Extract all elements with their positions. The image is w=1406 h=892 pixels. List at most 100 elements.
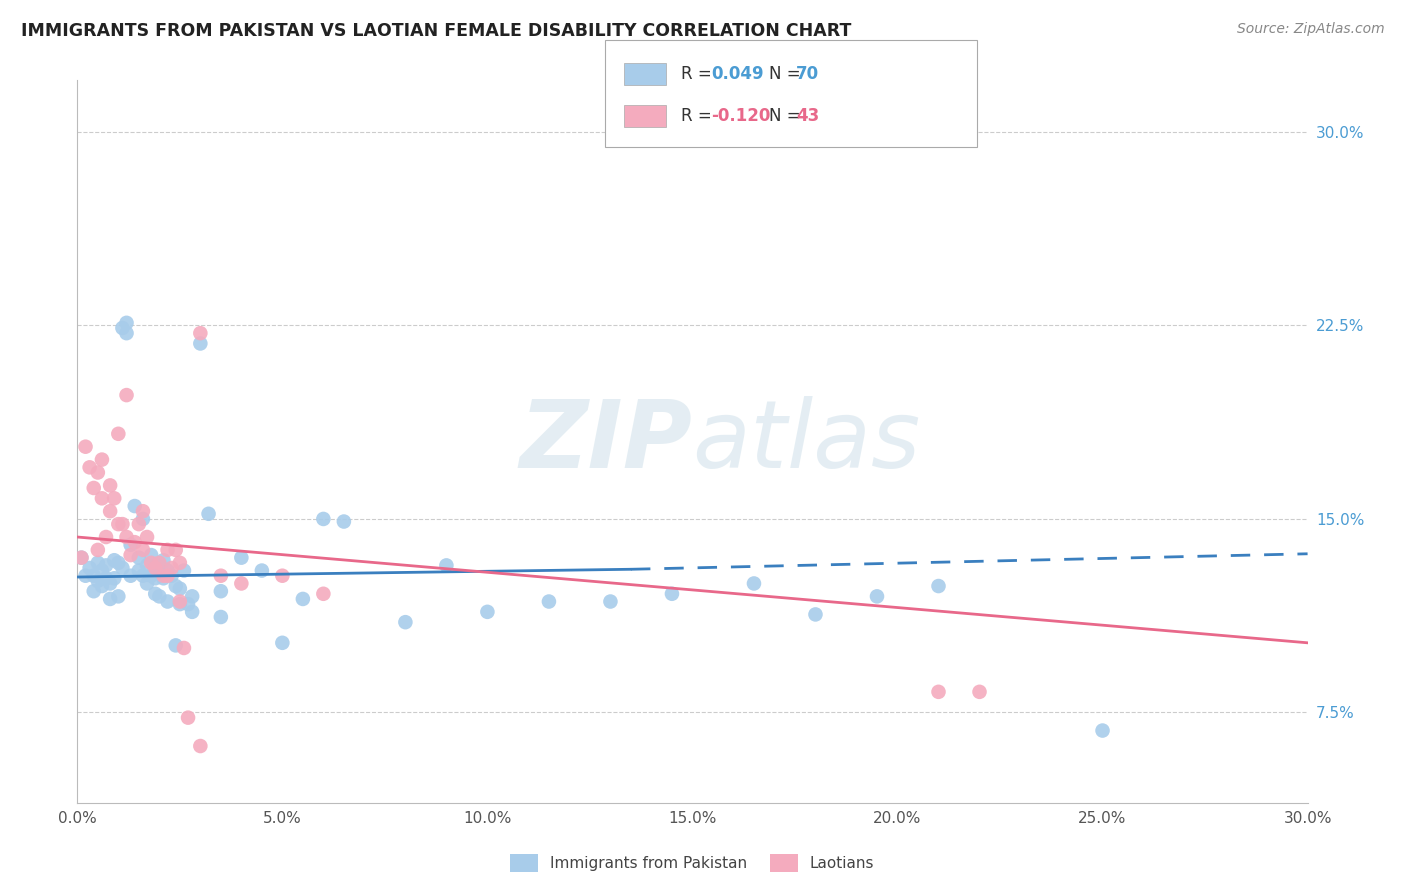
Point <box>79 561 101 575</box>
Point <box>231 550 253 565</box>
Point <box>90 452 114 467</box>
Point <box>333 515 356 529</box>
Point <box>128 564 150 578</box>
Point <box>177 711 200 725</box>
Point <box>103 553 125 567</box>
Point <box>111 561 134 575</box>
Point <box>87 556 110 570</box>
Point <box>169 597 191 611</box>
Point <box>124 499 146 513</box>
Point <box>148 558 170 573</box>
Point <box>160 561 183 575</box>
Point <box>90 564 114 578</box>
Point <box>103 491 125 506</box>
Text: Source: ZipAtlas.com: Source: ZipAtlas.com <box>1237 22 1385 37</box>
Point <box>120 568 142 582</box>
Text: ZIP: ZIP <box>520 395 693 488</box>
Point <box>804 607 827 622</box>
Point <box>250 564 273 578</box>
Point <box>188 326 212 340</box>
Point <box>87 574 110 588</box>
Point <box>165 579 187 593</box>
Point <box>291 591 314 606</box>
Point <box>143 587 166 601</box>
Point <box>152 568 174 582</box>
Point <box>148 590 170 604</box>
Point <box>928 685 950 699</box>
Point <box>271 636 294 650</box>
Point <box>156 564 179 578</box>
Point <box>132 504 155 518</box>
Text: IMMIGRANTS FROM PAKISTAN VS LAOTIAN FEMALE DISABILITY CORRELATION CHART: IMMIGRANTS FROM PAKISTAN VS LAOTIAN FEMA… <box>21 22 852 40</box>
Point <box>111 321 134 335</box>
Point <box>83 481 105 495</box>
Legend: Immigrants from Pakistan, Laotians: Immigrants from Pakistan, Laotians <box>505 847 880 879</box>
Point <box>156 542 179 557</box>
Point <box>231 576 253 591</box>
Point <box>128 550 150 565</box>
Point <box>103 571 125 585</box>
Point <box>98 591 121 606</box>
Point <box>1091 723 1114 738</box>
Point <box>107 590 129 604</box>
Point <box>87 466 110 480</box>
Point <box>143 571 166 585</box>
Point <box>94 558 117 573</box>
Point <box>177 597 200 611</box>
Point <box>115 388 138 402</box>
Point <box>115 530 138 544</box>
Point <box>866 590 889 604</box>
Point <box>136 576 159 591</box>
Text: 70: 70 <box>796 65 818 83</box>
Point <box>599 594 621 608</box>
Point <box>197 507 219 521</box>
Point <box>928 579 950 593</box>
Point <box>90 491 114 506</box>
Point <box>148 556 170 570</box>
Point <box>83 584 105 599</box>
Point <box>169 556 191 570</box>
Point <box>94 571 117 585</box>
Point <box>436 558 458 573</box>
Point <box>181 605 204 619</box>
Point <box>120 548 142 562</box>
Text: R =: R = <box>681 65 717 83</box>
Point <box>160 568 183 582</box>
Point <box>312 512 335 526</box>
Point <box>661 587 683 601</box>
Point <box>969 685 991 699</box>
Point <box>271 568 294 582</box>
Point <box>136 558 159 573</box>
Point <box>75 568 97 582</box>
Point <box>107 517 129 532</box>
Point <box>141 568 163 582</box>
Text: -0.120: -0.120 <box>711 107 770 125</box>
Point <box>152 571 174 585</box>
Point <box>120 538 142 552</box>
Point <box>111 517 134 532</box>
Point <box>70 550 93 565</box>
Point <box>132 512 155 526</box>
Point <box>115 326 138 340</box>
Point <box>165 542 187 557</box>
Point <box>156 594 179 608</box>
Point <box>98 576 121 591</box>
Point <box>132 568 155 582</box>
Point <box>83 568 105 582</box>
Point <box>107 426 129 441</box>
Point <box>90 579 114 593</box>
Text: R =: R = <box>681 107 717 125</box>
Point <box>79 460 101 475</box>
Point <box>75 440 97 454</box>
Text: N =: N = <box>769 65 806 83</box>
Point <box>132 542 155 557</box>
Point <box>98 504 121 518</box>
Point <box>209 610 232 624</box>
Point <box>169 582 191 596</box>
Point <box>181 590 204 604</box>
Point <box>209 568 232 582</box>
Point <box>87 542 110 557</box>
Text: 43: 43 <box>796 107 820 125</box>
Point <box>173 640 195 655</box>
Point <box>537 594 560 608</box>
